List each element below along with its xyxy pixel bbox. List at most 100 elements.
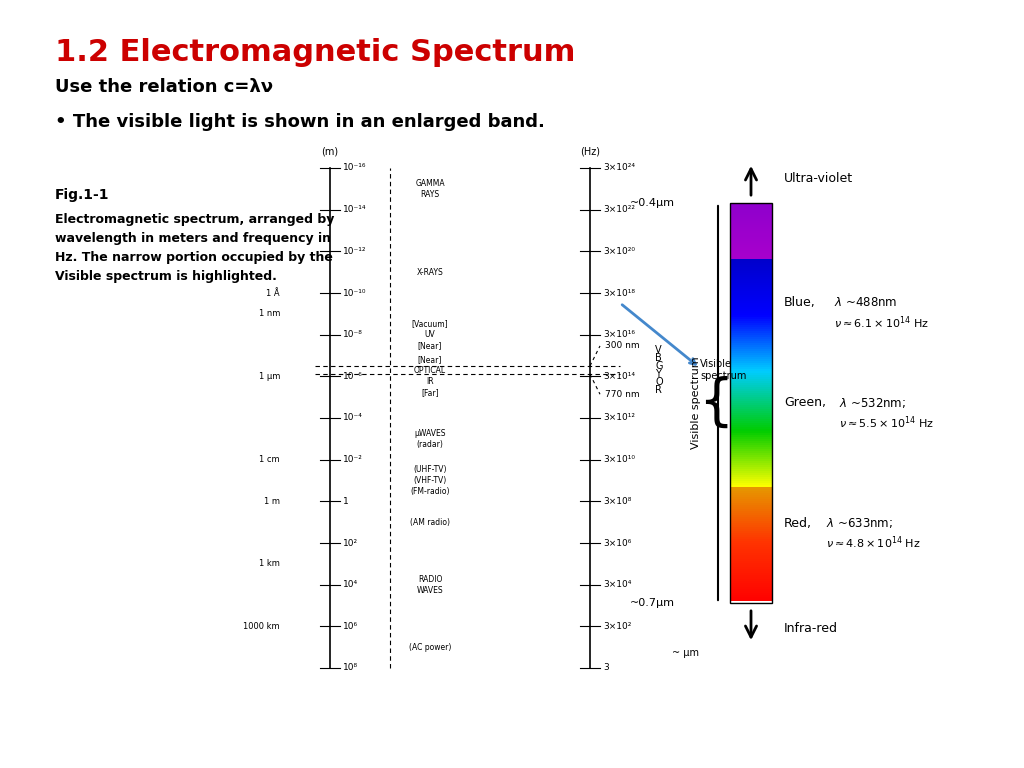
Text: 10⁻⁸: 10⁻⁸ xyxy=(343,330,362,339)
Bar xyxy=(730,581,772,583)
Bar xyxy=(730,591,772,593)
Bar xyxy=(730,593,772,595)
Bar xyxy=(730,345,772,347)
Bar xyxy=(730,343,772,345)
Bar xyxy=(730,459,772,461)
Bar xyxy=(730,577,772,579)
Bar xyxy=(730,241,772,243)
Bar xyxy=(730,259,772,261)
Text: (AM radio): (AM radio) xyxy=(410,518,450,527)
Bar xyxy=(730,595,772,597)
Bar xyxy=(730,411,772,413)
Bar xyxy=(730,209,772,211)
Text: 770 nm: 770 nm xyxy=(605,389,640,399)
Bar xyxy=(730,565,772,567)
Bar xyxy=(730,279,772,281)
Bar xyxy=(730,427,772,429)
Text: 10²: 10² xyxy=(343,538,358,548)
Text: Visible
spectrum: Visible spectrum xyxy=(700,359,746,381)
Bar xyxy=(730,575,772,577)
Bar xyxy=(730,247,772,249)
Text: (UHF-TV)
(VHF-TV)
(FM-radio): (UHF-TV) (VHF-TV) (FM-radio) xyxy=(411,465,450,496)
Bar xyxy=(730,203,772,205)
Bar xyxy=(730,369,772,371)
Bar xyxy=(730,221,772,223)
Bar xyxy=(730,511,772,513)
Bar xyxy=(730,263,772,265)
Bar xyxy=(730,219,772,221)
Bar xyxy=(730,423,772,425)
Text: 300 nm: 300 nm xyxy=(605,342,640,350)
Bar xyxy=(730,393,772,395)
Bar xyxy=(730,553,772,555)
Text: 3×10⁸: 3×10⁸ xyxy=(603,497,632,506)
Bar xyxy=(730,417,772,419)
Bar xyxy=(730,431,772,433)
Text: RADIO
WAVES: RADIO WAVES xyxy=(417,574,443,594)
Text: 10⁻¹⁶: 10⁻¹⁶ xyxy=(343,164,367,173)
Bar xyxy=(730,589,772,591)
Bar xyxy=(730,285,772,287)
Bar xyxy=(730,353,772,355)
Bar xyxy=(730,291,772,293)
Bar xyxy=(730,233,772,235)
Text: 10⁻⁴: 10⁻⁴ xyxy=(343,413,362,422)
Text: GAMMA
RAYS: GAMMA RAYS xyxy=(415,179,444,199)
Bar xyxy=(730,439,772,441)
Bar xyxy=(730,551,772,553)
Bar xyxy=(730,399,772,401)
Bar xyxy=(730,363,772,365)
Text: 3×10¹⁶: 3×10¹⁶ xyxy=(603,330,635,339)
Bar xyxy=(730,331,772,333)
Bar xyxy=(730,403,772,405)
Text: Y: Y xyxy=(655,369,660,379)
Text: [Near]
OPTICAL
IR
[Far]: [Near] OPTICAL IR [Far] xyxy=(414,355,446,398)
Bar xyxy=(730,559,772,561)
Text: 3×10⁴: 3×10⁴ xyxy=(603,580,632,589)
Bar xyxy=(730,503,772,505)
Text: Green,: Green, xyxy=(784,396,826,409)
Bar xyxy=(730,409,772,411)
Bar xyxy=(730,579,772,581)
Bar xyxy=(730,339,772,341)
Bar xyxy=(730,347,772,349)
Bar xyxy=(730,381,772,383)
Text: Infra-red: Infra-red xyxy=(784,621,838,634)
Text: 3×10¹⁴: 3×10¹⁴ xyxy=(603,372,635,381)
Text: 1: 1 xyxy=(343,497,349,506)
Bar xyxy=(730,311,772,313)
Text: (AC power): (AC power) xyxy=(409,643,452,652)
Text: 10⁴: 10⁴ xyxy=(343,580,358,589)
Text: $\lambda$ ~488nm: $\lambda$ ~488nm xyxy=(834,296,897,310)
Bar xyxy=(730,519,772,521)
Bar xyxy=(730,421,772,423)
Text: ~ μm: ~ μm xyxy=(672,648,698,658)
Bar xyxy=(730,387,772,389)
Bar xyxy=(730,585,772,587)
Bar xyxy=(730,455,772,457)
Text: 1 μm: 1 μm xyxy=(259,372,280,381)
Bar xyxy=(730,561,772,563)
Text: $\nu \approx 4.8\times10^{14}$ Hz: $\nu \approx 4.8\times10^{14}$ Hz xyxy=(826,535,921,551)
Bar xyxy=(730,389,772,391)
Text: Electromagnetic spectrum, arranged by
wavelength in meters and frequency in
Hz. : Electromagnetic spectrum, arranged by wa… xyxy=(55,213,335,283)
Bar xyxy=(730,433,772,435)
Bar xyxy=(730,321,772,323)
Bar xyxy=(730,597,772,599)
Bar xyxy=(730,391,772,393)
Text: Fig.1-1: Fig.1-1 xyxy=(55,188,110,202)
Bar xyxy=(730,471,772,473)
Text: 3×10¹⁰: 3×10¹⁰ xyxy=(603,455,635,464)
Bar xyxy=(730,231,772,233)
Bar xyxy=(730,451,772,453)
Bar xyxy=(730,437,772,439)
Bar xyxy=(730,571,772,573)
Bar xyxy=(730,357,772,359)
Bar xyxy=(730,293,772,295)
Bar xyxy=(730,377,772,379)
Bar xyxy=(730,275,772,277)
Bar xyxy=(730,359,772,361)
Bar xyxy=(730,271,772,273)
Bar xyxy=(730,287,772,289)
Bar xyxy=(730,265,772,267)
